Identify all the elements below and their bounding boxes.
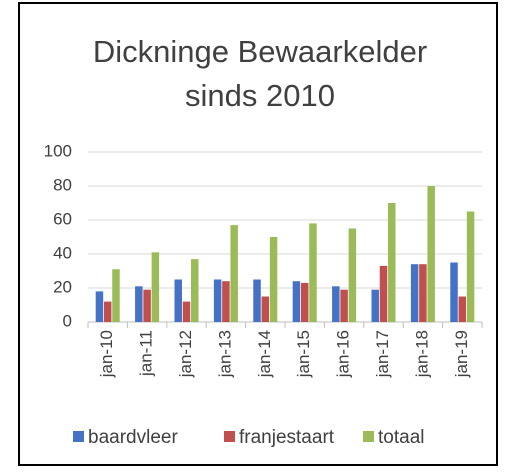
x-tick-label: jan-18: [412, 330, 431, 378]
bar: [410, 264, 419, 322]
legend-swatch: [224, 431, 235, 442]
x-tick-label: jan-19: [452, 330, 471, 378]
bar: [222, 281, 230, 322]
bar: [191, 259, 199, 322]
bar: [261, 296, 270, 322]
y-tick-label: 60: [53, 209, 72, 228]
bar: [450, 262, 458, 322]
bar: [269, 237, 278, 322]
bar: [348, 228, 357, 322]
x-tick-label: jan-16: [334, 330, 353, 378]
bar: [466, 211, 475, 322]
chart-title: Dickninge Bewaarkelder sinds 2010: [92, 34, 428, 113]
bar: [388, 203, 396, 322]
bar: [253, 279, 261, 322]
bar: [213, 279, 222, 322]
x-tick-label: jan-12: [176, 330, 195, 378]
bar: [112, 269, 120, 322]
y-tick-label: 100: [44, 141, 72, 160]
bar: [371, 289, 379, 322]
bar: [340, 289, 348, 322]
legend-swatch: [73, 431, 84, 442]
x-tick-label: jan-11: [137, 330, 156, 377]
legend-swatch: [363, 431, 374, 442]
bar: [332, 286, 340, 322]
legend-label: franjestaart: [239, 427, 335, 448]
bar: [300, 282, 309, 322]
x-tick-label: jan-10: [97, 330, 116, 378]
bar: [151, 252, 160, 322]
bar: [182, 301, 191, 322]
y-tick-label: 0: [63, 311, 72, 330]
bar: [309, 223, 317, 322]
bar: [95, 291, 104, 322]
bar: [103, 301, 112, 322]
bar: [379, 265, 388, 322]
bar: [230, 225, 238, 322]
x-tick-label: jan-14: [255, 330, 274, 378]
bar: [458, 296, 467, 322]
bar: [135, 286, 143, 322]
bar: [292, 281, 301, 322]
x-tick-label: jan-15: [294, 330, 313, 378]
chart-frame: [18, 2, 498, 466]
legend-label: totaal: [378, 427, 424, 448]
y-tick-label: 80: [53, 175, 72, 194]
bar: [427, 186, 435, 322]
y-tick-label: 20: [53, 277, 72, 296]
bar: [419, 264, 427, 322]
x-tick-label: jan-13: [215, 330, 234, 378]
legend-label: baardvleer: [88, 427, 178, 448]
bar: [174, 279, 182, 322]
bar: [143, 289, 151, 322]
x-tick-label: jan-17: [373, 330, 392, 378]
y-tick-label: 40: [53, 243, 72, 262]
